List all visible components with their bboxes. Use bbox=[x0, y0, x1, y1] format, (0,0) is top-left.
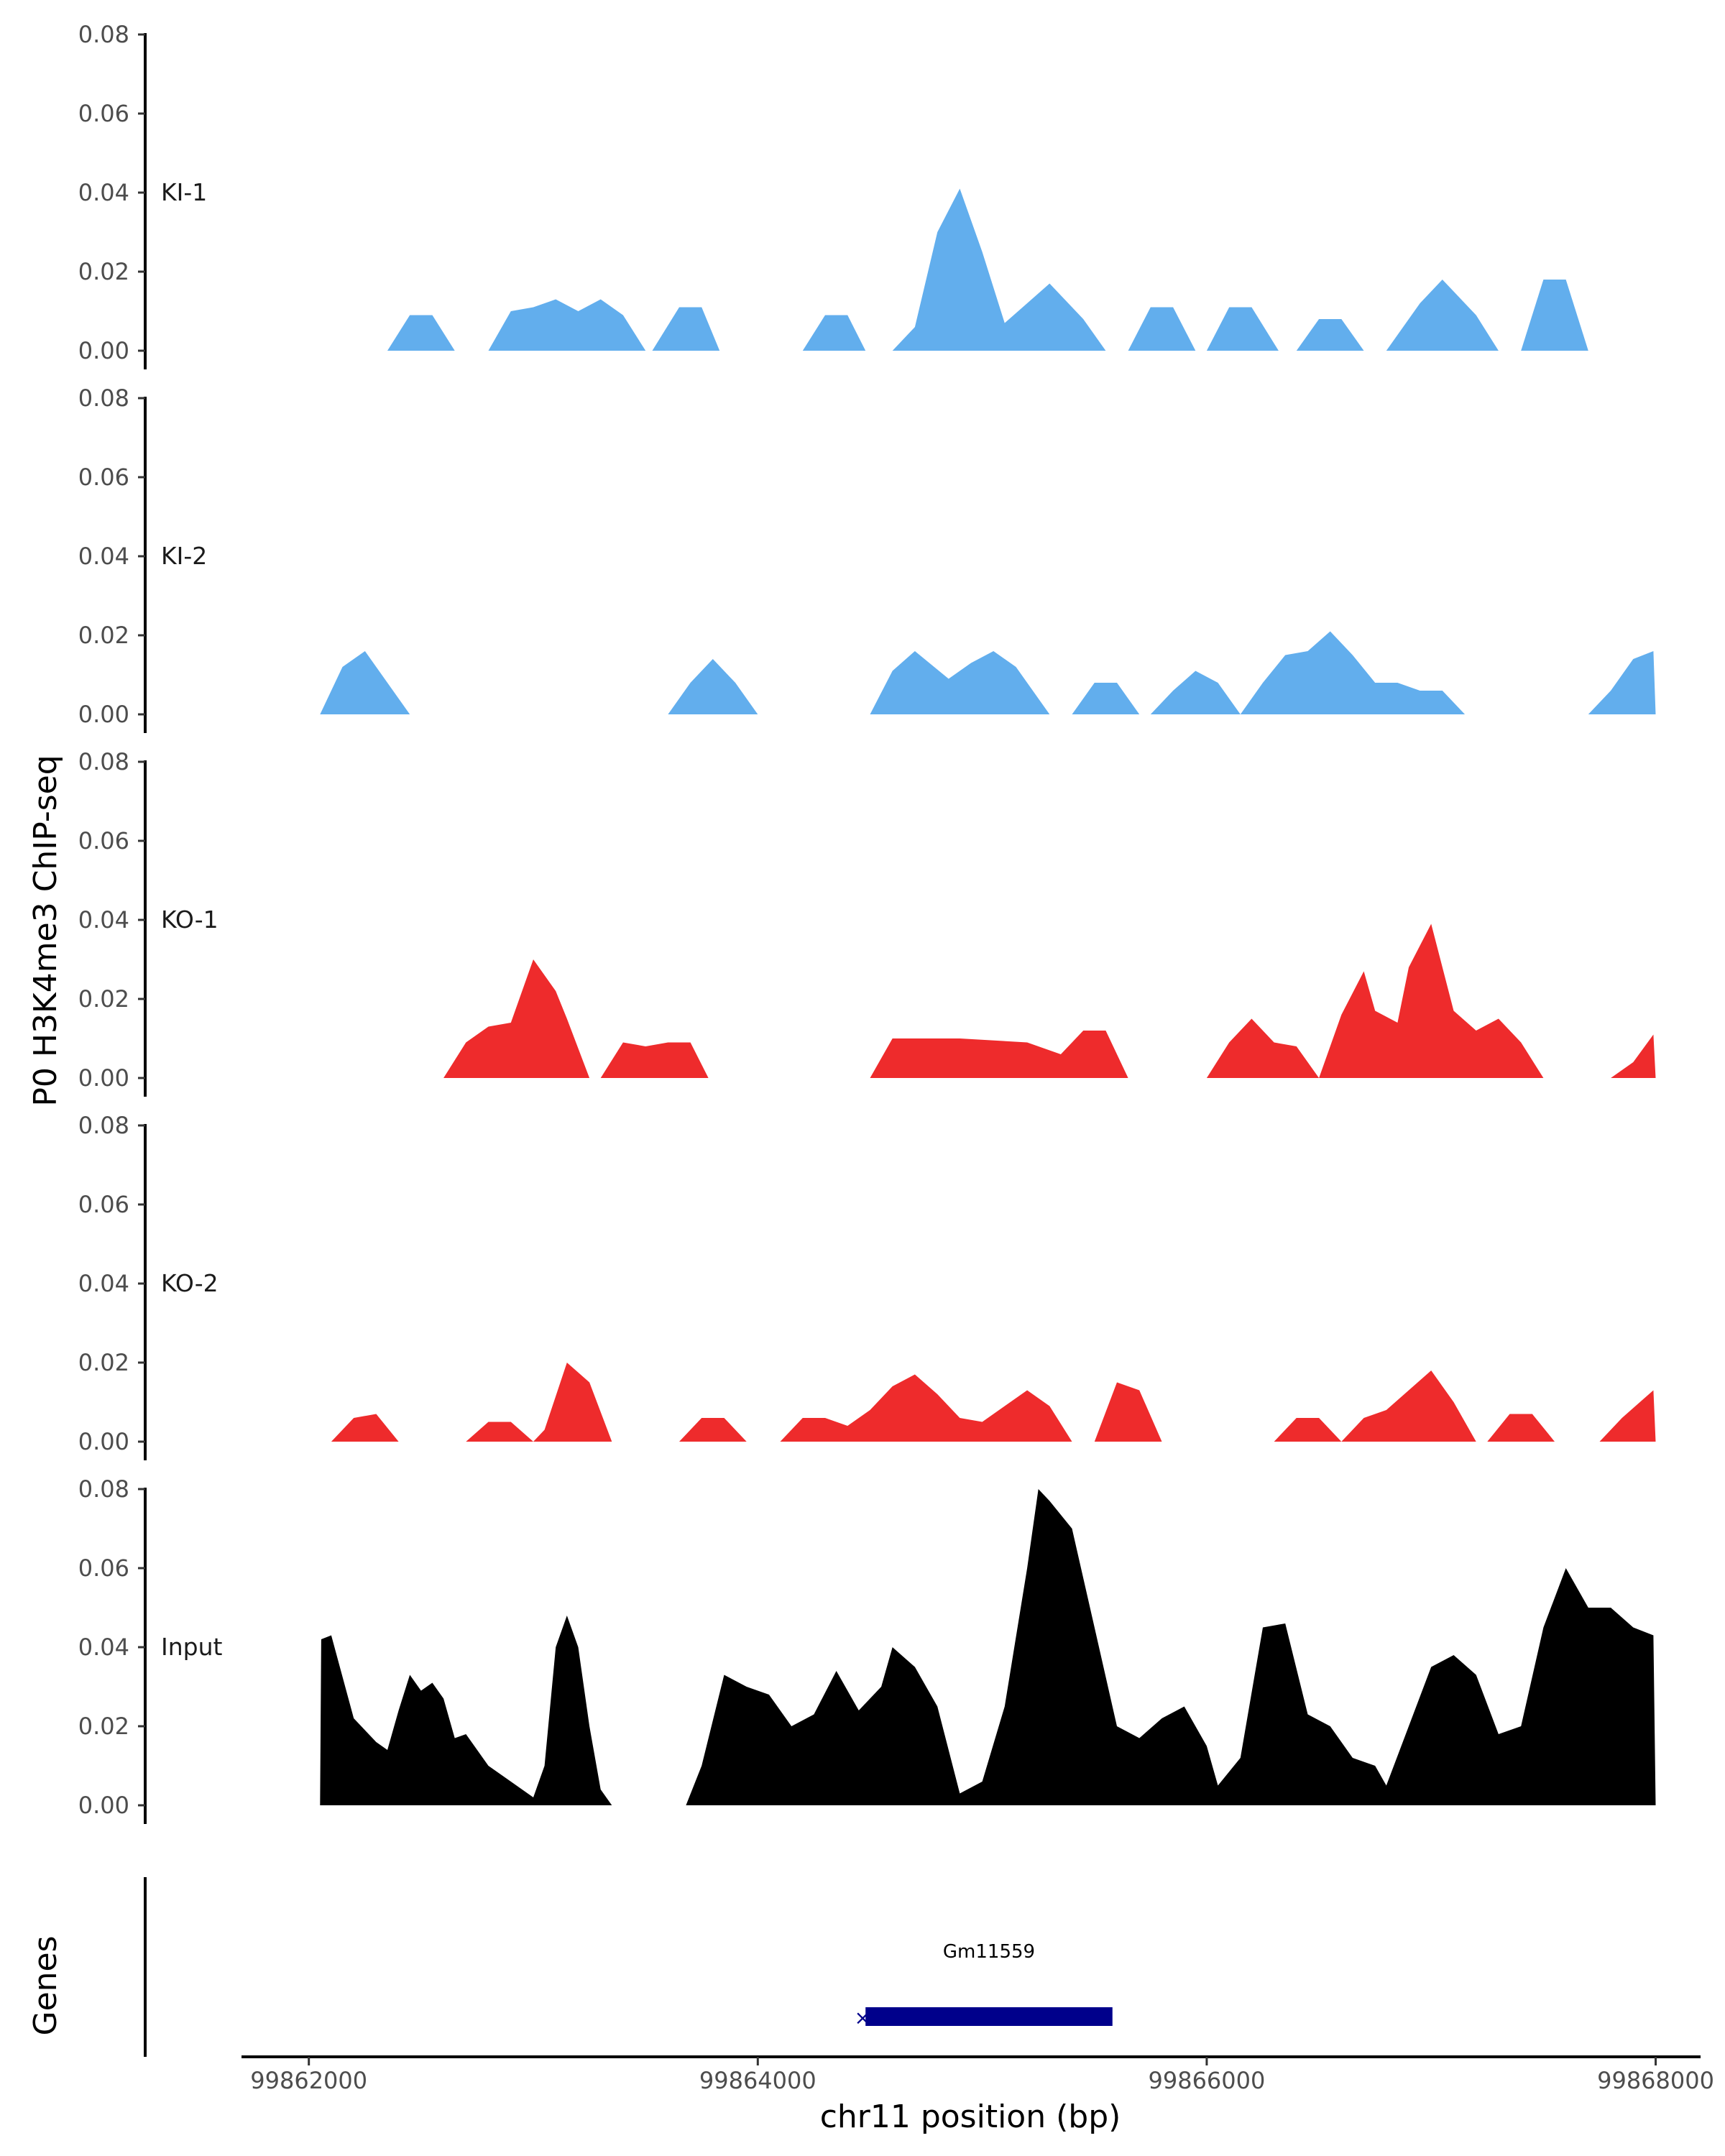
y-tick-label: 0.08 bbox=[78, 1112, 129, 1139]
gene-bar bbox=[865, 2007, 1113, 2026]
y-tick-label: 0.06 bbox=[78, 1554, 129, 1582]
signal-peak bbox=[668, 659, 758, 714]
signal-peak bbox=[802, 315, 866, 351]
signal-peak bbox=[1341, 1370, 1476, 1442]
gene-label: Gm11559 bbox=[943, 1941, 1035, 1963]
y-axis-title: P0 H3K4me3 ChIP-seq bbox=[27, 755, 64, 1106]
y-tick-label: 0.02 bbox=[78, 1349, 129, 1376]
y-tick-label: 0.02 bbox=[78, 258, 129, 285]
signal-peak bbox=[443, 959, 590, 1078]
x-tick-label: 99864000 bbox=[699, 2067, 816, 2094]
y-tick-label: 0.02 bbox=[78, 622, 129, 649]
signal-peak bbox=[320, 651, 410, 714]
signal-peak bbox=[1206, 307, 1279, 351]
genes-axis-title: Genes bbox=[27, 1935, 64, 2035]
y-tick-label: 0.00 bbox=[78, 337, 129, 364]
track-label: KO-2 bbox=[161, 1269, 218, 1297]
signal-peak bbox=[1274, 1418, 1342, 1442]
y-tick-label: 0.04 bbox=[78, 1270, 129, 1297]
y-tick-label: 0.00 bbox=[78, 701, 129, 728]
y-tick-label: 0.00 bbox=[78, 1792, 129, 1819]
signal-peak bbox=[1521, 280, 1588, 351]
signal-peak bbox=[1611, 1034, 1656, 1078]
y-tick-label: 0.00 bbox=[78, 1428, 129, 1455]
y-tick-label: 0.02 bbox=[78, 1713, 129, 1740]
signal-peak bbox=[1072, 683, 1140, 714]
x-tick-label: 99862000 bbox=[250, 2067, 367, 2094]
signal-peak bbox=[679, 1418, 747, 1442]
y-tick-label: 0.06 bbox=[78, 827, 129, 854]
signal-peak bbox=[870, 1031, 1128, 1078]
signal-peak bbox=[488, 299, 646, 351]
signal-peak bbox=[1588, 651, 1656, 714]
y-tick-label: 0.00 bbox=[78, 1064, 129, 1092]
track-input: 0.00 0.02 0.04 0.06 0.08 Input bbox=[78, 1475, 1656, 1824]
track-ki-2: 0.00 0.02 0.04 0.06 0.08 KI-2 bbox=[78, 384, 1656, 733]
signal-peak bbox=[320, 1616, 612, 1805]
x-tick-label: 99866000 bbox=[1148, 2067, 1265, 2094]
track-ko-2: 0.00 0.02 0.04 0.06 0.08 KO-2 bbox=[78, 1112, 1656, 1460]
track-label: Input bbox=[161, 1633, 223, 1661]
signal-peak bbox=[466, 1363, 612, 1442]
signal-peak bbox=[870, 651, 1050, 714]
y-tick-label: 0.06 bbox=[78, 464, 129, 491]
signal-peak bbox=[780, 1374, 1072, 1442]
track-ki-1: 0.00 0.02 0.04 0.06 0.08 KI-1 bbox=[78, 21, 1588, 369]
y-tick-label: 0.08 bbox=[78, 1475, 129, 1503]
signal-peak bbox=[892, 188, 1106, 351]
signal-peak bbox=[600, 1042, 709, 1078]
signal-peak bbox=[1094, 1382, 1162, 1442]
track-label: KI-2 bbox=[161, 542, 207, 570]
signal-peak bbox=[1296, 319, 1364, 351]
signal-peak bbox=[387, 315, 455, 351]
y-tick-label: 0.06 bbox=[78, 1191, 129, 1218]
signal-peak bbox=[686, 1489, 1656, 1805]
signal-peak bbox=[1386, 280, 1499, 351]
x-tick-label: 99868000 bbox=[1597, 2067, 1714, 2094]
y-tick-label: 0.08 bbox=[78, 21, 129, 48]
y-tick-label: 0.08 bbox=[78, 748, 129, 775]
tracks-layer: 0.00 0.02 0.04 0.06 0.08 KI-1 0.00 0.02 0.04 0.06… bbox=[78, 21, 1656, 1824]
y-tick-label: 0.04 bbox=[78, 543, 129, 570]
genes-panel: × Gm11559 bbox=[144, 1877, 1113, 2057]
signal-peak bbox=[1128, 307, 1196, 351]
track-label: KO-1 bbox=[161, 906, 218, 934]
y-tick-label: 0.04 bbox=[78, 1634, 129, 1661]
signal-peak bbox=[1487, 1414, 1555, 1442]
signal-peak bbox=[1599, 1390, 1656, 1442]
signal-peak bbox=[331, 1414, 399, 1442]
signal-peak bbox=[1319, 923, 1544, 1078]
signal-peak bbox=[1206, 1018, 1320, 1078]
track-label: KI-1 bbox=[161, 178, 207, 206]
y-tick-label: 0.04 bbox=[78, 179, 129, 206]
y-tick-label: 0.06 bbox=[78, 100, 129, 127]
signal-peak bbox=[652, 307, 720, 351]
y-tick-label: 0.02 bbox=[78, 985, 129, 1013]
signal-peak bbox=[1150, 631, 1466, 714]
x-axis-title: chr11 position (bp) bbox=[820, 2099, 1121, 2135]
gene-strand-marker: × bbox=[854, 2006, 870, 2030]
track-ko-1: 0.00 0.02 0.04 0.06 0.08 KO-1 bbox=[78, 748, 1656, 1097]
y-tick-label: 0.08 bbox=[78, 384, 129, 412]
y-tick-label: 0.04 bbox=[78, 906, 129, 934]
x-axis: 99862000 99864000 99866000 99868000 bbox=[242, 2055, 1714, 2094]
